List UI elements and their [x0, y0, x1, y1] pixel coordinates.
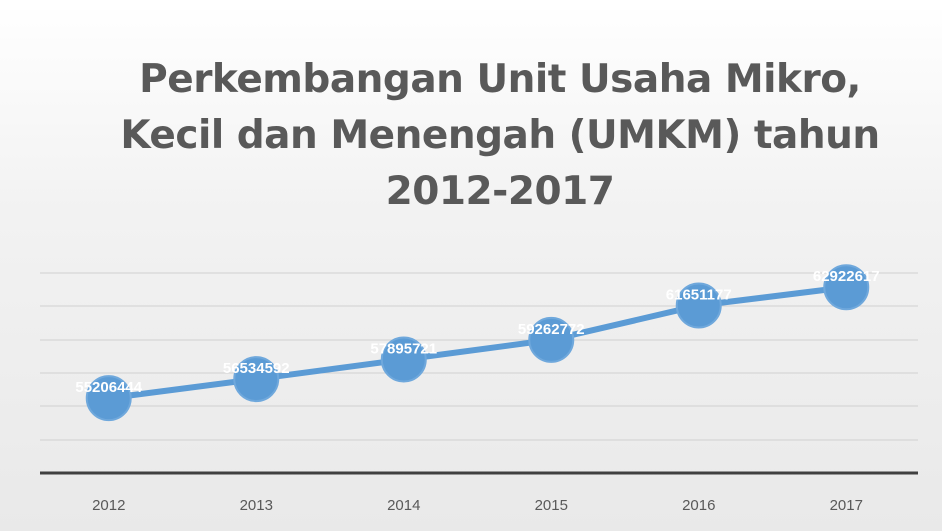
- chart-title: Perkembangan Unit Usaha Mikro, Kecil dan…: [120, 52, 880, 220]
- data-label: 61651177: [666, 286, 732, 303]
- x-tick-label: 2012: [92, 497, 125, 514]
- data-label: 57895721: [370, 340, 437, 357]
- top-band: [0, 0, 942, 10]
- x-tick-label: 2017: [830, 497, 863, 514]
- gridlines: [40, 273, 918, 440]
- x-tick-label: 2016: [682, 497, 715, 514]
- data-label: 55206444: [75, 379, 142, 396]
- x-tick-label: 2014: [387, 497, 420, 514]
- x-tick-label: 2015: [535, 497, 568, 514]
- chart: 2012 2013 2014 2015 2016 2017 55206444 56534592…: [0, 0, 942, 531]
- series-line: [109, 287, 847, 398]
- x-tick-label: 2013: [240, 497, 273, 514]
- data-label: 62922617: [813, 268, 880, 285]
- data-label: 59262772: [518, 321, 585, 338]
- data-label: 56534592: [223, 360, 290, 377]
